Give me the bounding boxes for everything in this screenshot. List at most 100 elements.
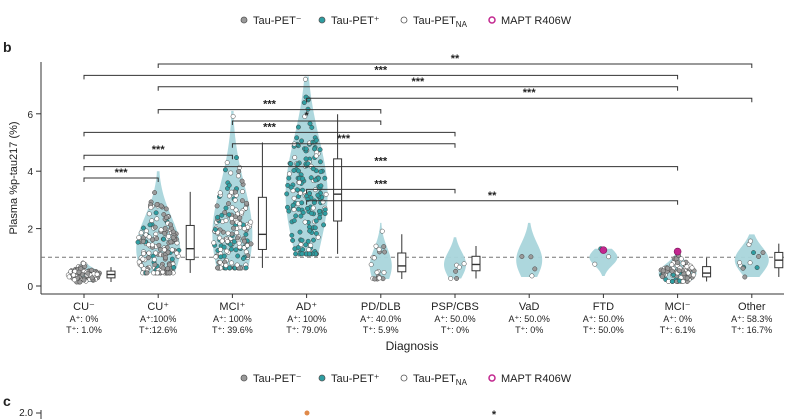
category-label: PSP/CBS bbox=[431, 301, 479, 313]
data-point bbox=[669, 279, 675, 284]
data-point bbox=[461, 261, 467, 267]
legend-marker bbox=[318, 16, 326, 24]
data-point bbox=[381, 270, 387, 275]
data-point bbox=[234, 155, 239, 161]
significance-bracket bbox=[306, 200, 679, 205]
data-point bbox=[140, 238, 146, 244]
data-point bbox=[149, 242, 155, 248]
legend-label: Tau-PETNA bbox=[413, 373, 468, 387]
data-point bbox=[226, 193, 232, 199]
data-point bbox=[153, 250, 159, 256]
legend-label: Tau-PET⁻ bbox=[253, 373, 302, 385]
legend-top: Tau-PET⁻ Tau-PET⁺ Tau-PETNA MAPT R406W bbox=[240, 15, 572, 29]
data-point bbox=[689, 265, 695, 271]
data-point bbox=[296, 180, 302, 185]
data-point bbox=[676, 268, 682, 274]
panel-b-label: b bbox=[3, 39, 12, 55]
data-point bbox=[323, 191, 329, 197]
legend-label: MAPT R406W bbox=[501, 15, 572, 27]
data-point bbox=[162, 225, 168, 231]
data-point bbox=[71, 272, 76, 278]
data-point bbox=[295, 124, 301, 130]
data-point bbox=[149, 218, 155, 224]
data-point bbox=[310, 166, 316, 172]
data-point bbox=[236, 240, 242, 246]
category-tau-stat: T⁺: 39.6% bbox=[212, 325, 253, 335]
category-label: VaD bbox=[519, 301, 540, 313]
data-point bbox=[162, 230, 168, 236]
category-tau-stat: T⁺: 1.0% bbox=[66, 325, 102, 335]
data-point bbox=[166, 233, 172, 239]
category-amyloid-stat: A⁺: 50.0% bbox=[583, 314, 624, 324]
panel-c-point bbox=[304, 410, 310, 416]
data-points bbox=[65, 76, 766, 285]
significance-bracket bbox=[157, 109, 382, 114]
data-point bbox=[161, 247, 167, 253]
data-point bbox=[532, 266, 538, 272]
data-point bbox=[136, 259, 142, 265]
data-point bbox=[291, 168, 297, 173]
data-point bbox=[77, 279, 83, 285]
data-point bbox=[161, 212, 167, 217]
significance-bracket bbox=[231, 120, 382, 125]
data-point bbox=[372, 276, 378, 282]
data-point bbox=[232, 197, 238, 203]
data-point bbox=[158, 203, 164, 209]
data-point bbox=[241, 238, 247, 244]
data-point bbox=[224, 160, 230, 166]
data-point bbox=[288, 184, 294, 190]
category-label: MCI⁻ bbox=[665, 301, 691, 313]
legend-bottom: Tau-PET⁻ Tau-PET⁺ Tau-PETNA MAPT R406W bbox=[240, 373, 572, 387]
data-point bbox=[218, 247, 223, 252]
data-point bbox=[170, 235, 176, 241]
legend-marker bbox=[400, 16, 408, 24]
data-point bbox=[138, 263, 144, 269]
data-point bbox=[379, 228, 385, 234]
data-point bbox=[737, 260, 743, 266]
significance-bracket bbox=[83, 154, 233, 160]
significance-label: *** bbox=[152, 144, 166, 156]
data-point bbox=[299, 251, 305, 257]
data-point bbox=[243, 265, 249, 271]
panel-c-label: c bbox=[3, 393, 11, 409]
data-point bbox=[305, 238, 311, 244]
violin-VaD bbox=[516, 222, 543, 277]
category-tau-stat: T⁺: 6.1% bbox=[660, 325, 696, 335]
data-point bbox=[294, 135, 300, 141]
significance-label: *** bbox=[374, 178, 388, 190]
data-point bbox=[291, 207, 297, 213]
data-point bbox=[169, 256, 175, 262]
data-point bbox=[305, 205, 310, 211]
data-point bbox=[675, 260, 681, 266]
data-point bbox=[299, 138, 305, 144]
data-point bbox=[373, 243, 379, 249]
data-point bbox=[302, 114, 308, 119]
category-tau-stat: T⁺: 5.9% bbox=[363, 325, 399, 335]
data-point bbox=[231, 239, 237, 245]
data-point bbox=[235, 253, 241, 259]
data-point bbox=[293, 251, 299, 257]
data-point bbox=[157, 246, 163, 252]
significance-bracket bbox=[306, 97, 753, 103]
data-point bbox=[381, 244, 387, 250]
y-tick-label: 0 bbox=[27, 282, 33, 293]
data-point bbox=[680, 279, 686, 284]
data-point bbox=[89, 275, 95, 281]
legend-label: Tau-PETNA bbox=[413, 15, 468, 29]
data-point bbox=[303, 146, 309, 152]
category-tau-stat: T⁺: 50.0% bbox=[583, 325, 624, 335]
category-amyloid-stat: A⁺: 40.0% bbox=[360, 314, 401, 324]
data-point bbox=[309, 125, 315, 130]
data-point bbox=[301, 100, 307, 106]
data-point bbox=[232, 189, 238, 195]
data-point bbox=[243, 231, 249, 237]
legend-subscript: NA bbox=[456, 378, 468, 387]
data-point bbox=[312, 146, 317, 152]
data-point bbox=[215, 214, 221, 220]
boxplot-box bbox=[257, 196, 267, 250]
legend-marker bbox=[240, 374, 248, 382]
data-point bbox=[244, 243, 250, 248]
data-point bbox=[165, 266, 171, 272]
data-point bbox=[154, 216, 160, 222]
data-point bbox=[213, 254, 219, 260]
